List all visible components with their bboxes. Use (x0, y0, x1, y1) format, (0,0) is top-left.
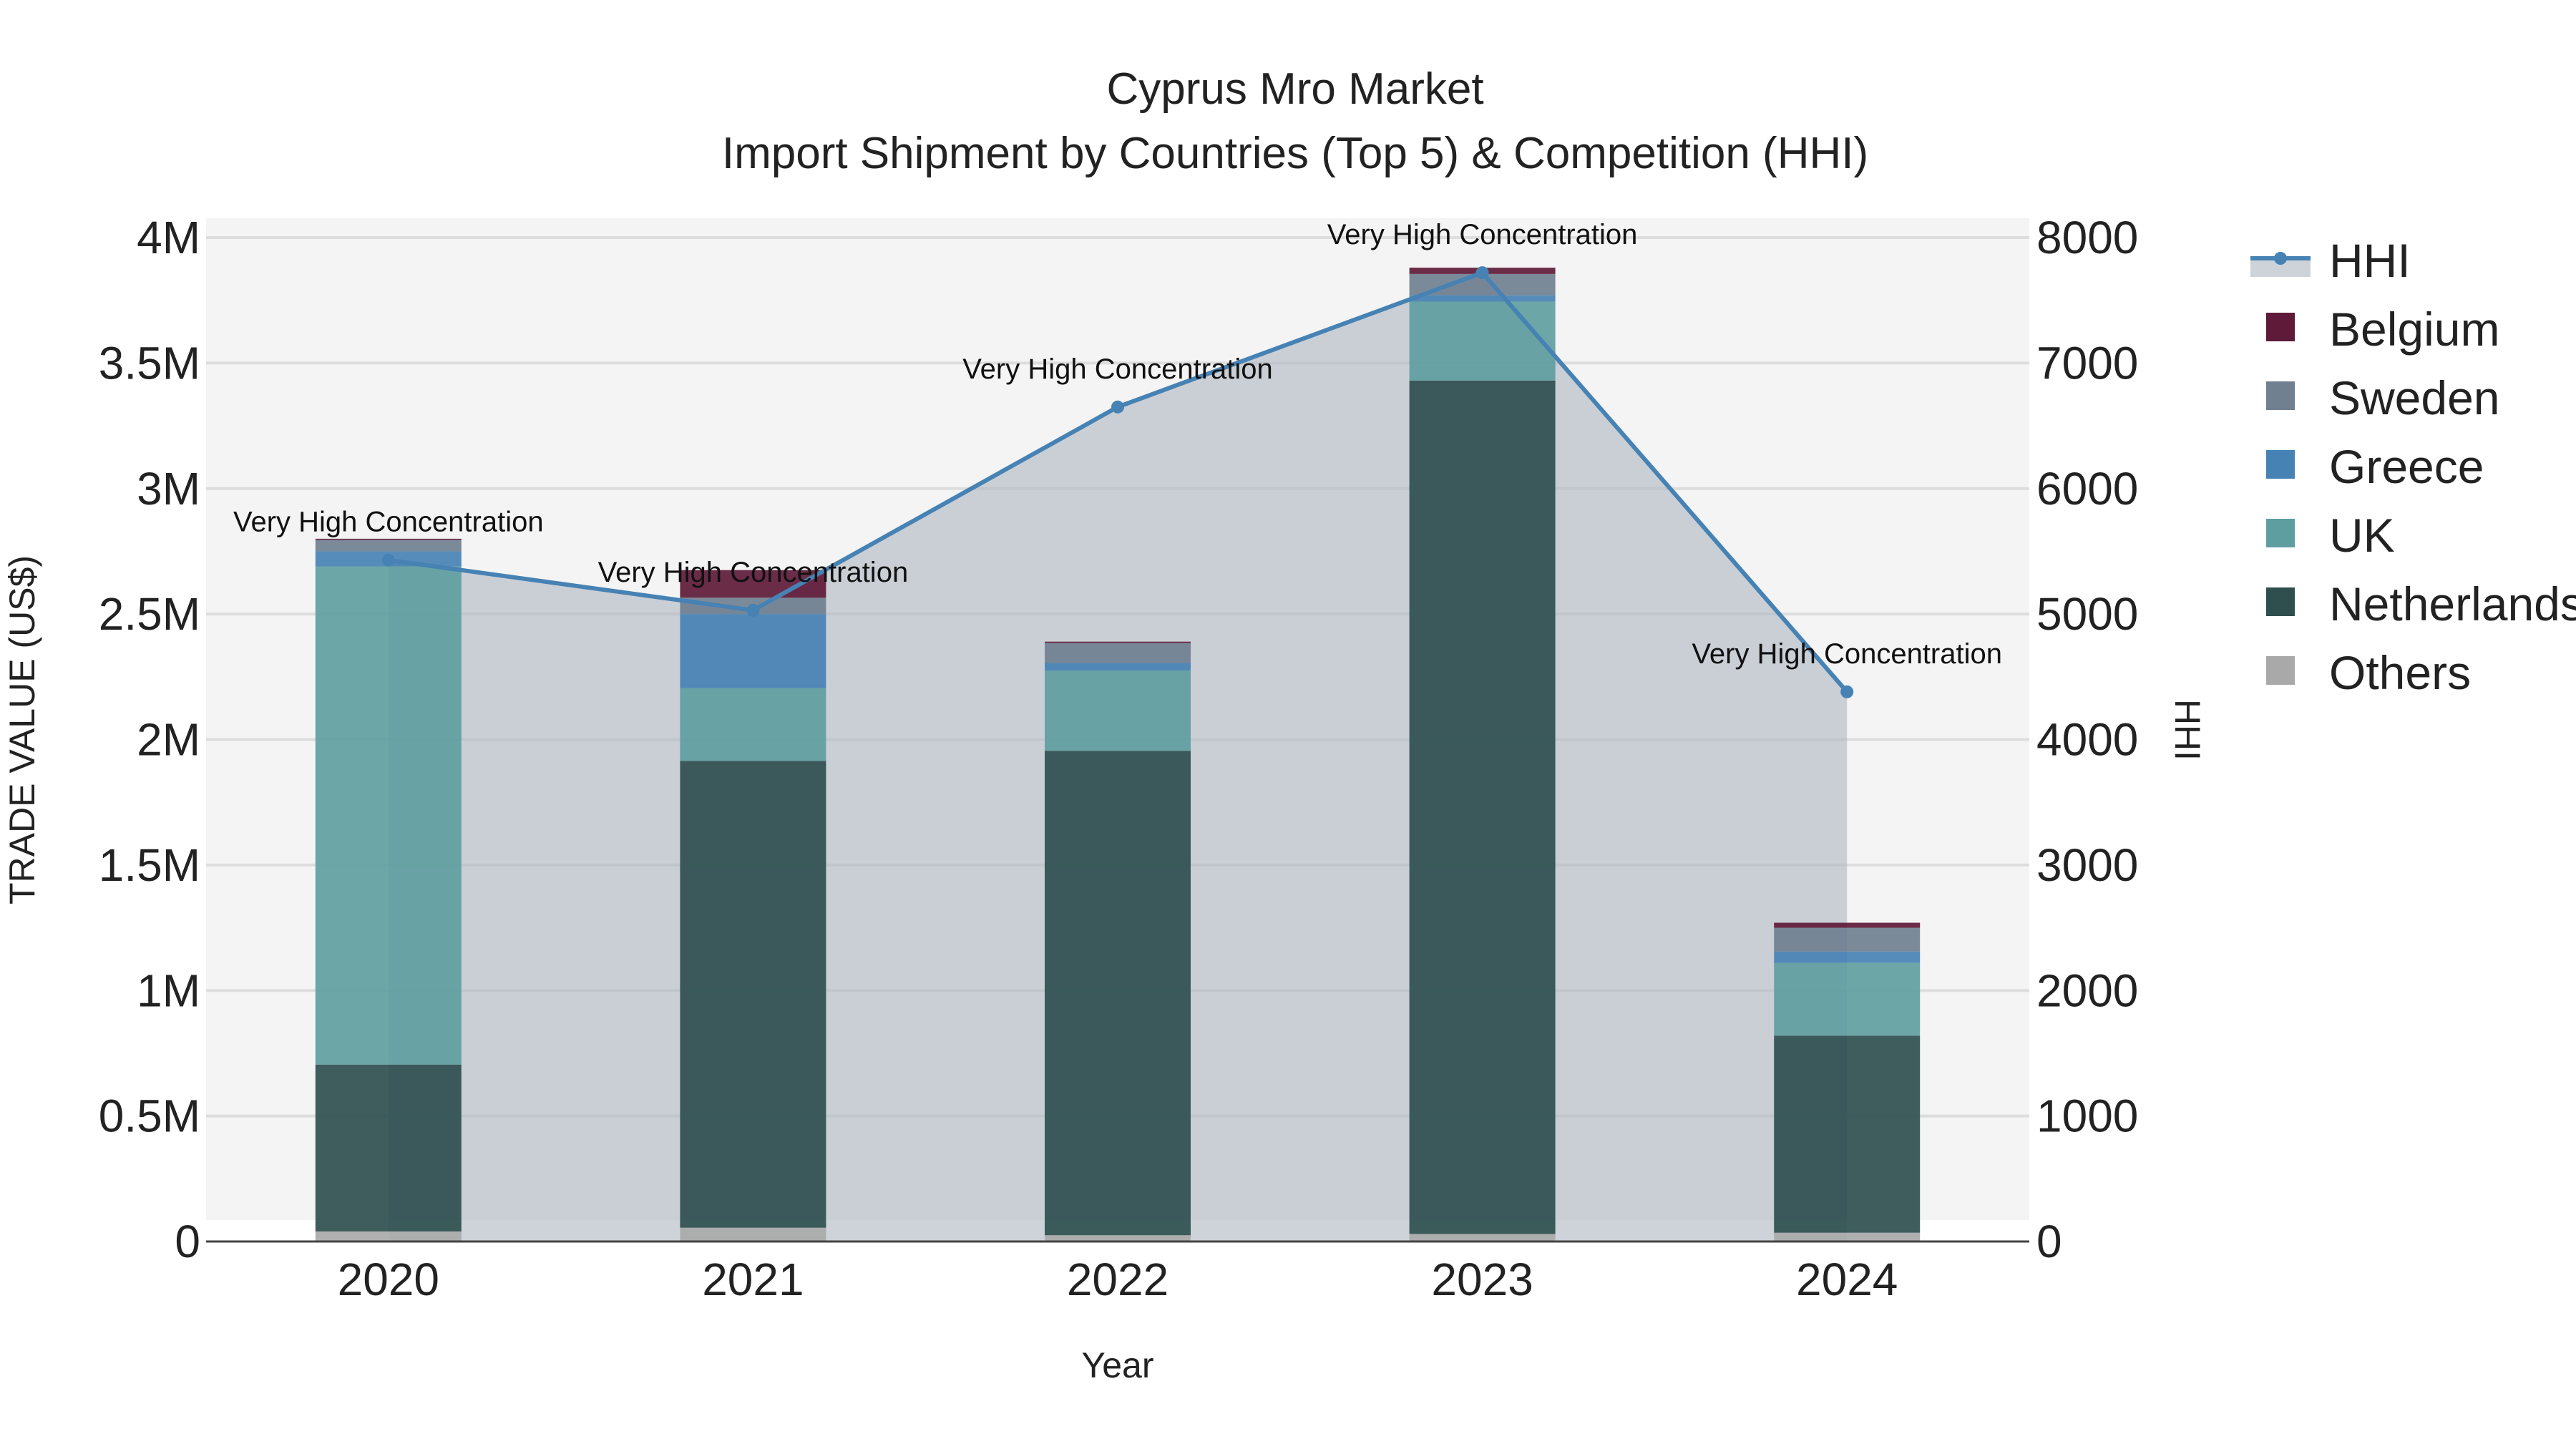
x-tick-label: 2022 (1067, 1254, 1169, 1305)
x-axis-title: Year (1081, 1345, 1153, 1385)
bar-greece-2023 (1409, 295, 1556, 302)
y2-tick-label: 5000 (2036, 588, 2138, 640)
y2-tick-label: 3000 (2036, 839, 2138, 891)
bar-greece-2022 (1045, 663, 1191, 671)
y-tick-label: 2.5M (99, 588, 200, 640)
bar-others-2022 (1045, 1235, 1191, 1241)
y2-tick-label: 2000 (2036, 965, 2138, 1016)
bar-uk-2023 (1409, 301, 1556, 381)
bar-greece-2021 (680, 614, 826, 688)
bar-netherlands-2023 (1409, 380, 1556, 1234)
y-axis-title: TRADE VALUE (US$) (2, 555, 42, 904)
chart-subtitle: Import Shipment by Countries (Top 5) & C… (722, 129, 1868, 178)
legend-label-sweden: Sweden (2329, 371, 2500, 424)
y2-tick-label: 8000 (2036, 212, 2138, 263)
x-axis-ticks: 2020 2021 2022 2023 2024 (338, 1254, 1898, 1305)
hhi-line (381, 266, 1854, 698)
hhi-point (746, 603, 760, 617)
y2-tick-label: 0 (2036, 1216, 2062, 1267)
bar-others-2023 (1409, 1234, 1556, 1241)
legend-swatch-others (2266, 656, 2295, 685)
y2-tick-label: 1000 (2036, 1091, 2138, 1142)
bar-others-2024 (1774, 1232, 1921, 1241)
y2-tick-label: 6000 (2036, 463, 2138, 514)
bar-belgium-2024 (1774, 922, 1921, 928)
legend-swatch-netherlands (2266, 587, 2295, 616)
bar-uk-2021 (680, 688, 826, 761)
legend-label-uk: UK (2329, 509, 2395, 562)
y2-axis-ticks: 0 1000 2000 3000 4000 5000 6000 7000 8000 (2036, 212, 2138, 1267)
hhi-point (1840, 685, 1854, 698)
y-tick-label: 3M (137, 463, 200, 514)
hhi-annotation: Very High Concentration (598, 557, 909, 588)
y2-tick-label: 4000 (2036, 714, 2138, 766)
hhi-point (1111, 400, 1124, 414)
hhi-annotation: Very High Concentration (1692, 638, 2002, 670)
legend-swatch-belgium (2266, 313, 2295, 341)
bar-others-2020 (315, 1231, 462, 1241)
hhi-point (381, 553, 395, 567)
x-tick-label: 2024 (1796, 1254, 1898, 1305)
y-tick-label: 1M (137, 965, 200, 1016)
bar-greece-2024 (1774, 951, 1921, 963)
bar-others-2021 (680, 1227, 826, 1241)
bar-uk-2024 (1774, 962, 1921, 1036)
y-tick-label: 2M (137, 714, 200, 766)
bar-belgium-2022 (1045, 641, 1191, 643)
x-tick-label: 2023 (1431, 1254, 1533, 1305)
bar-netherlands-2022 (1045, 751, 1191, 1236)
legend-swatch-sweden (2266, 381, 2295, 410)
legend-swatch-greece (2266, 450, 2295, 479)
chart-title: Cyprus Mro Market (1106, 64, 1483, 114)
bar-uk-2022 (1045, 670, 1191, 751)
legend-label-belgium: Belgium (2329, 303, 2499, 356)
bar-sweden-2022 (1045, 643, 1191, 663)
legend-label-others: Others (2329, 646, 2471, 699)
bar-belgium-2020 (315, 538, 462, 540)
x-tick-label: 2020 (338, 1254, 439, 1305)
hhi-annotation: Very High Concentration (233, 507, 544, 538)
hhi-point (1475, 266, 1489, 280)
y-axis-ticks: 0 0.5M 1M 1.5M 2M 2.5M 3M 3.5M 4M (99, 212, 200, 1267)
hhi-annotation: Very High Concentration (962, 353, 1273, 385)
bar-netherlands-2020 (315, 1064, 462, 1231)
bar-netherlands-2024 (1774, 1035, 1921, 1233)
legend: HHI Belgium Sweden Greece UK Netherlands Other… (2250, 234, 2576, 699)
bar-sweden-2024 (1774, 927, 1921, 952)
x-tick-label: 2021 (702, 1254, 804, 1305)
y-tick-label: 1.5M (99, 839, 200, 891)
bars (315, 268, 1921, 1241)
legend-label-greece: Greece (2329, 440, 2484, 493)
legend-swatch-uk (2266, 519, 2295, 547)
bar-netherlands-2021 (680, 761, 826, 1228)
y-tick-label: 0.5M (99, 1091, 200, 1142)
y-tick-label: 4M (137, 212, 200, 263)
legend-swatch-hhi-marker (2274, 252, 2287, 265)
y2-axis-title: HHI (2167, 699, 2207, 761)
bar-uk-2020 (315, 566, 462, 1065)
hhi-annotation: Very High Concentration (1327, 219, 1638, 250)
legend-label-netherlands: Netherlands (2329, 577, 2576, 630)
legend-label-hhi: HHI (2329, 234, 2411, 287)
y-tick-label: 0 (175, 1216, 200, 1267)
y2-tick-label: 7000 (2036, 337, 2138, 389)
hhi-annotations: Very High Concentration Very High Concent… (233, 219, 2002, 670)
y-tick-label: 3.5M (99, 337, 200, 389)
bar-sweden-2020 (315, 540, 462, 552)
